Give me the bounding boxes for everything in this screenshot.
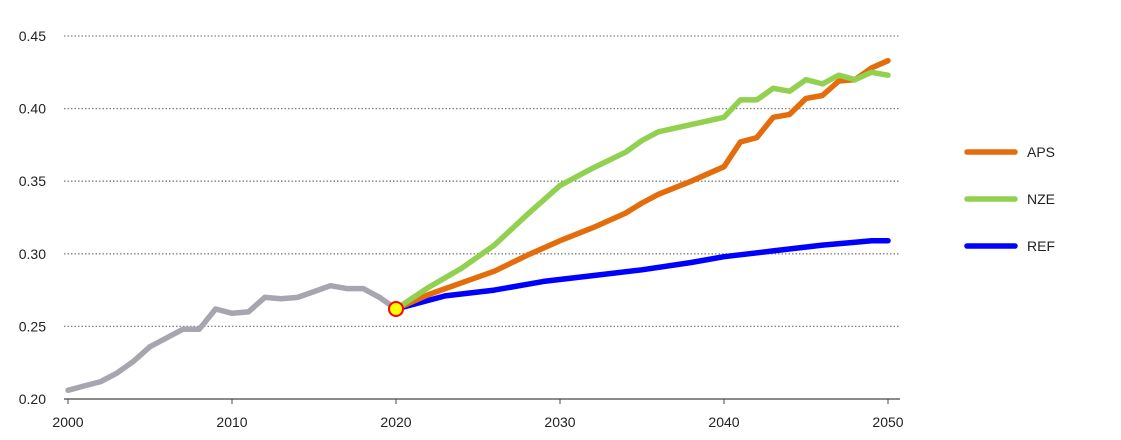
series-line-nze [393, 69, 891, 312]
base-year-marker [388, 300, 404, 317]
y-tick-label: 0.20 [19, 391, 46, 407]
x-tick-label: 2040 [708, 414, 739, 430]
x-tick-label: 2010 [216, 414, 247, 430]
gridlines [64, 35, 900, 328]
series-line-aps [393, 57, 891, 312]
legend: APS NZE REF [964, 144, 1055, 254]
x-tick-label: 2050 [872, 414, 903, 430]
y-tick-label: 0.45 [19, 28, 46, 44]
legend-label-aps: APS [1027, 144, 1055, 160]
series-line-history [65, 282, 399, 394]
y-tick-label: 0.40 [19, 101, 46, 117]
x-tick-label: 2030 [544, 414, 575, 430]
y-tick-labels: 0.20 0.25 0.30 0.35 0.40 0.45 [19, 28, 46, 407]
y-tick-label: 0.25 [19, 318, 46, 334]
series-line-ref [393, 237, 891, 312]
base-year-point [388, 300, 404, 317]
legend-label-nze: NZE [1027, 191, 1055, 207]
x-tick-label: 2020 [380, 414, 411, 430]
axes [64, 398, 900, 404]
x-tick-labels: 2000 2010 2020 2030 2040 2050 [52, 414, 903, 430]
series-lines [65, 57, 891, 394]
x-tick-label: 2000 [52, 414, 83, 430]
y-tick-label: 0.30 [19, 246, 46, 262]
legend-label-ref: REF [1027, 238, 1055, 254]
y-tick-label: 0.35 [19, 173, 46, 189]
